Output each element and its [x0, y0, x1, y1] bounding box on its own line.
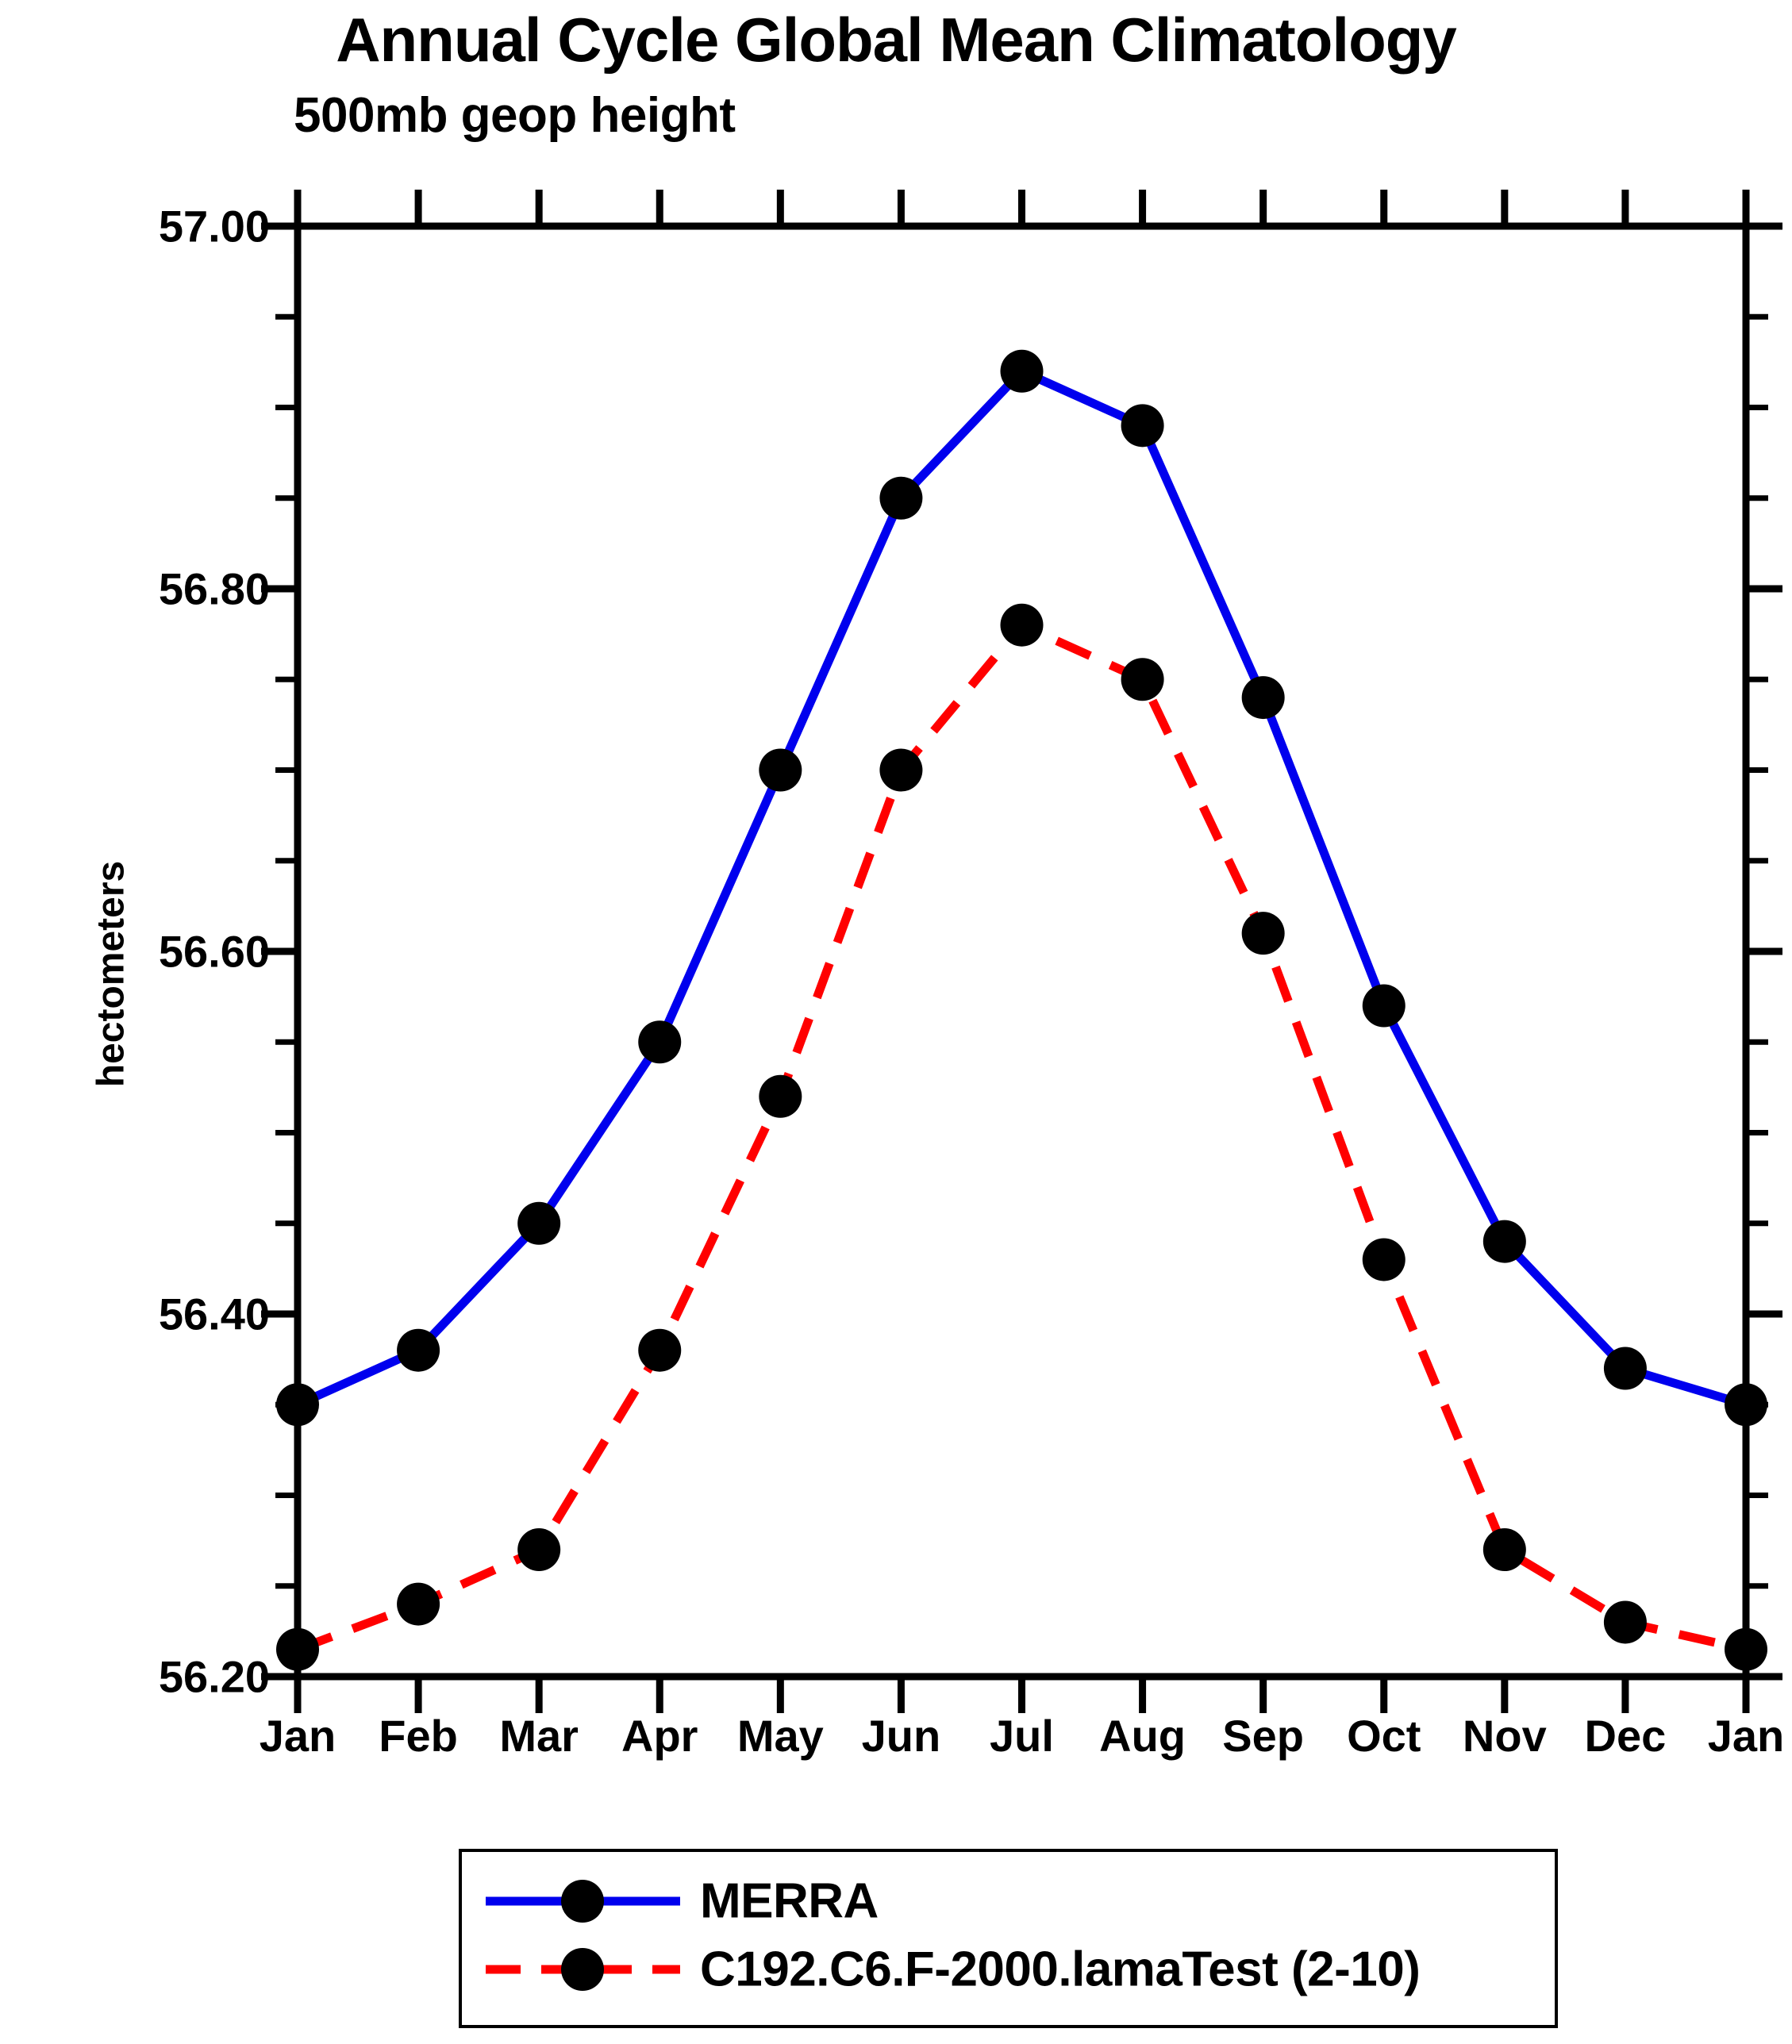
- legend-label-0: MERRA: [700, 1873, 879, 1929]
- data-point-marker: [638, 1020, 682, 1064]
- series-line-merra: [295, 367, 1748, 1409]
- legend-label-1: C192.C6.F-2000.lamaTest (2-10): [700, 1942, 1421, 1997]
- x-tick-label: Sep: [1222, 1711, 1305, 1761]
- data-point-marker: [276, 1383, 319, 1427]
- x-tick-label: Nov: [1462, 1711, 1547, 1761]
- y-tick-label: 57.00: [158, 201, 270, 252]
- y-axis-tick-labels: 57.00 56.80 56.60 56.40 56.20: [16, 0, 270, 2044]
- data-point-marker: [1603, 1600, 1647, 1644]
- x-tick-label: Dec: [1584, 1711, 1667, 1761]
- data-point-marker: [397, 1328, 440, 1372]
- data-point-marker: [1603, 1347, 1647, 1390]
- x-tick-label: Oct: [1347, 1711, 1421, 1761]
- x-tick-label: Jan: [259, 1711, 336, 1761]
- x-tick-label: Aug: [1099, 1711, 1186, 1761]
- legend: MERRA C192.C6.F-2000.lamaTest (2-10): [459, 1849, 1558, 2028]
- x-tick-label: Jun: [861, 1711, 941, 1761]
- data-point-marker: [759, 1074, 802, 1118]
- x-tick-label: May: [736, 1711, 824, 1761]
- data-point-marker: [517, 1201, 561, 1245]
- x-tick-label: Mar: [499, 1711, 579, 1761]
- y-tick-label: 56.80: [158, 563, 270, 614]
- data-point-marker: [517, 1528, 561, 1572]
- chart-title: Annual Cycle Global Mean Climatology: [336, 5, 1457, 75]
- data-point-marker: [1362, 984, 1406, 1028]
- data-point-marker: [1725, 1627, 1767, 1671]
- x-tick-label: Apr: [621, 1711, 698, 1761]
- data-point-marker: [276, 1627, 319, 1671]
- data-point-marker: [397, 1582, 440, 1626]
- x-tick-label: Jan: [1707, 1711, 1785, 1761]
- y-tick-label: 56.20: [158, 1651, 270, 1702]
- plot-frame: [294, 222, 1750, 1681]
- data-point-marker: [1000, 603, 1044, 647]
- legend-swatch-c192: [486, 1948, 680, 1991]
- x-tick-label: Feb: [379, 1711, 458, 1761]
- data-point-marker: [879, 748, 923, 792]
- data-point-marker: [1000, 349, 1044, 393]
- data-point-marker: [1241, 912, 1285, 955]
- x-tick-label: Jul: [990, 1711, 1054, 1761]
- chart-subtitle: 500mb geop height: [294, 88, 736, 143]
- legend-entry-merra[interactable]: MERRA: [462, 1852, 1555, 1931]
- data-point-marker: [1725, 1383, 1767, 1427]
- series-line-c192: [296, 620, 1748, 1654]
- y-tick-label: 56.40: [158, 1289, 270, 1339]
- data-point-marker: [1482, 1220, 1526, 1263]
- data-point-marker: [759, 748, 802, 792]
- data-point-marker: [879, 476, 923, 520]
- legend-swatch-merra: [486, 1880, 680, 1923]
- data-point-marker: [1362, 1238, 1406, 1281]
- legend-entry-c192[interactable]: C192.C6.F-2000.lamaTest (2-10): [462, 1931, 1555, 2011]
- data-point-marker: [1121, 658, 1164, 701]
- data-point-marker: [1241, 676, 1285, 720]
- data-point-marker: [1482, 1528, 1526, 1572]
- y-tick-label: 56.60: [158, 926, 270, 977]
- data-point-marker: [1121, 404, 1164, 448]
- data-point-marker: [638, 1328, 682, 1372]
